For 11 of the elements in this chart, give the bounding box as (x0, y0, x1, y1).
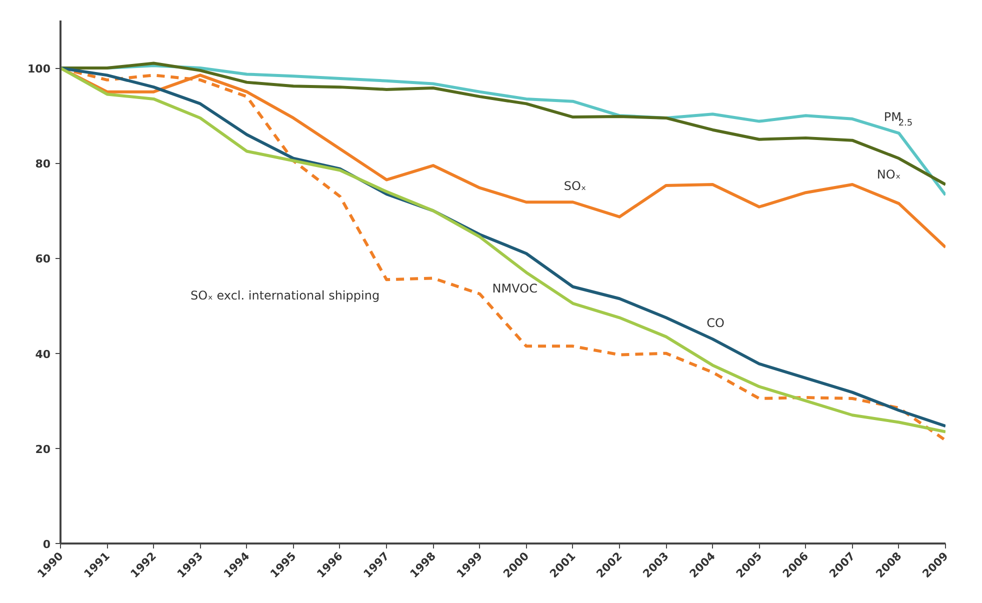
y-tick-label: 0 (42, 538, 51, 551)
series-label: CO (706, 316, 724, 330)
y-tick-label: 40 (35, 348, 51, 361)
y-tick-label: 20 (35, 442, 51, 456)
y-tick-label: 60 (35, 252, 51, 266)
series-label: SOₓ excl. international shipping (190, 288, 380, 303)
series-label: SOₓ (564, 179, 586, 194)
series-label: NMVOC (492, 281, 538, 296)
y-tick-label: 100 (28, 62, 51, 76)
series-label: NOₓ (876, 167, 901, 182)
y-tick-label: 80 (35, 158, 51, 171)
